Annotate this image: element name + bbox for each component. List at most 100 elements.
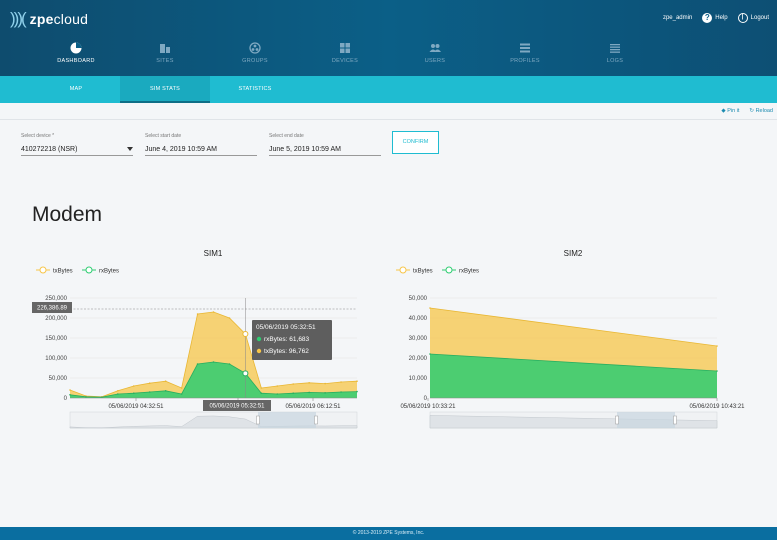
nav-logs[interactable]: LOGS <box>570 38 660 64</box>
x-tick-label: 05/06/2019 10:33:21 <box>400 404 456 410</box>
confirm-button[interactable]: CONFIRM <box>392 131 439 154</box>
power-icon: | <box>737 13 748 23</box>
y-tick-label: 250,000 <box>45 296 67 302</box>
tooltip-box <box>252 320 332 360</box>
tooltip-time: 05/06/2019 05:32:51 <box>256 324 316 331</box>
section-title: Modem <box>32 203 103 226</box>
navigator-selection <box>258 412 316 428</box>
x-tick-label: 05/06/2019 04:32:51 <box>108 404 164 410</box>
navigator-handle[interactable] <box>314 415 318 425</box>
navigator-handle[interactable] <box>615 415 619 425</box>
tx-line <box>429 307 718 347</box>
users-icon <box>429 44 441 52</box>
tx-point <box>148 382 151 384</box>
tooltip-rx-dot <box>256 336 262 342</box>
rx-line <box>429 353 718 372</box>
nav-sites[interactable]: SITES <box>120 38 210 64</box>
tx-point <box>340 381 342 383</box>
main-nav: DASHBOARD SITES GROUPS DEVICES USERS PRO… <box>0 38 777 74</box>
tab-statistics[interactable]: STATISTICS <box>238 86 272 92</box>
end-date-input[interactable]: June 5, 2019 10:59 AM <box>269 143 381 156</box>
footer: © 2013-2019 ZPE Systems, Inc. <box>0 527 777 540</box>
nav-users[interactable]: USERS <box>390 38 480 64</box>
nav-devices[interactable]: DEVICES <box>300 38 390 64</box>
rx-point <box>429 353 431 355</box>
rx-point <box>132 392 135 394</box>
legend-label-rxBytes: rxBytes <box>459 269 479 275</box>
crosshair-value-box <box>32 302 72 313</box>
user-menu[interactable]: zpe_admin <box>662 15 693 21</box>
crosshair-value: 226,386.89 <box>37 306 68 312</box>
tx-point <box>429 307 431 309</box>
legend-label-rxBytes: rxBytes <box>99 269 119 275</box>
tx-point <box>132 385 135 387</box>
y-tick-label: 200,000 <box>45 316 67 322</box>
sim1-chart-title: SIM1 <box>203 249 223 258</box>
tx-point <box>117 390 119 392</box>
tx-point <box>308 382 310 384</box>
reload-button[interactable]: ↻ Reload <box>749 108 773 114</box>
tx-point <box>324 382 326 385</box>
x-hover-label: 05/06/2019 05:32:51 <box>209 404 265 410</box>
tx-hover-point <box>242 331 249 337</box>
sub-tabs: MAP SIM STATS STATISTICS <box>0 76 777 103</box>
nav-dashboard[interactable]: DASHBOARD <box>31 38 121 64</box>
tx-point <box>260 387 263 389</box>
rx-point <box>308 391 310 394</box>
y-tick-label: 10,000 <box>409 376 428 382</box>
tx-point <box>180 387 183 389</box>
legend-marker-rxBytes <box>445 266 453 274</box>
y-tick-label: 0 <box>424 396 428 402</box>
navigator-selection <box>617 412 675 428</box>
groups-icon <box>249 42 261 54</box>
nav-groups[interactable]: GROUPS <box>210 38 300 64</box>
nav-profiles[interactable]: PROFILES <box>480 38 570 64</box>
zpe-cloud-logo[interactable]: )))( zpecloud <box>10 9 89 28</box>
rx-point <box>228 363 231 365</box>
divider <box>0 119 777 120</box>
rx-area <box>70 362 357 398</box>
y-tick-label: 30,000 <box>409 336 428 342</box>
top-header: )))( zpecloud zpe_admin ? Help | Logout … <box>0 0 777 76</box>
legend-label-txBytes: txBytes <box>53 269 73 275</box>
help-link[interactable]: ? Help <box>702 13 728 23</box>
tab-sim-stats[interactable]: SIM STATS <box>120 76 210 103</box>
tx-point <box>276 385 279 387</box>
help-icon: ? <box>702 13 713 23</box>
y-tick-label: 150,000 <box>45 336 67 342</box>
tx-point <box>69 389 71 391</box>
rx-point <box>716 370 718 372</box>
y-tick-label: 0 <box>64 396 68 402</box>
start-date-field: Select start date June 4, 2019 10:59 AM <box>145 133 257 156</box>
rx-point <box>260 392 263 394</box>
rx-point <box>196 363 199 365</box>
device-select[interactable]: 410272218 (NSR) <box>21 143 133 156</box>
y-tick-label: 100,000 <box>45 356 67 362</box>
y-tick-label: 50,000 <box>409 296 428 302</box>
navigator-handle[interactable] <box>673 415 677 425</box>
rx-point <box>180 393 183 395</box>
tooltip-tx-dot <box>256 348 262 354</box>
navigator-handle[interactable] <box>256 415 260 425</box>
rx-point <box>101 396 103 398</box>
tx-point <box>716 345 718 347</box>
rx-point <box>324 392 326 394</box>
tx-area <box>70 312 357 398</box>
rx-point <box>356 390 358 393</box>
profiles-icon <box>520 43 530 53</box>
tx-point <box>212 311 215 313</box>
pin-it-button[interactable]: ◆ Pin it <box>721 108 740 114</box>
rx-point <box>212 361 215 363</box>
legend-marker-rxBytes <box>85 266 93 274</box>
logout-link[interactable]: | Logout <box>737 13 769 23</box>
x-hover-box <box>203 400 271 411</box>
legend-label-txBytes: txBytes <box>413 269 433 275</box>
tab-map[interactable]: MAP <box>69 86 83 92</box>
x-tick-label: 05/06/2019 06:12:51 <box>285 404 341 410</box>
sim2-chart-title: SIM2 <box>563 249 583 258</box>
sim1-chart: txBytes rxBytes 250,000 200,000 150,000 100,0… <box>32 266 358 429</box>
tx-point <box>228 317 231 319</box>
page-actions: ◆ Pin it ↻ Reload <box>721 108 773 114</box>
start-date-input[interactable]: June 4, 2019 10:59 AM <box>145 143 257 156</box>
rx-point <box>117 393 119 395</box>
